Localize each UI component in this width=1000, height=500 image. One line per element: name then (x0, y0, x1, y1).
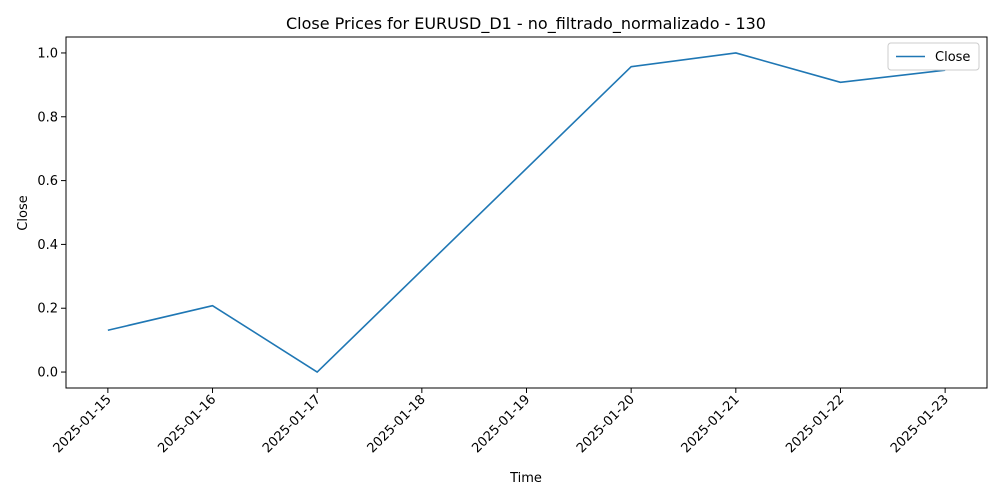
x-tick-label: 2025-01-16 (155, 392, 219, 456)
x-tick-label: 2025-01-18 (365, 392, 429, 456)
x-axis-label: Time (509, 471, 542, 486)
legend: Close (887, 42, 980, 71)
y-tick-label: 0.0 (37, 366, 58, 381)
plot-area (65, 36, 988, 389)
x-axis: 2025-01-15 2025-01-16 2025-01-17 2025-01-18… (51, 388, 952, 456)
x-tick-label: 2025-01-15 (51, 392, 115, 456)
y-tick-label: 0.6 (37, 174, 58, 189)
x-tick-label: 2025-01-21 (679, 392, 743, 456)
x-tick-label: 2025-01-19 (469, 392, 533, 456)
y-axis: 0.0 0.2 0.4 0.6 0.8 1.0 (37, 46, 66, 381)
x-tick-label: 2025-01-20 (574, 392, 638, 456)
y-tick-label: 0.2 (37, 302, 58, 317)
y-tick-label: 1.0 (37, 46, 58, 61)
x-tick-label: 2025-01-17 (260, 392, 324, 456)
legend-box (887, 42, 980, 71)
y-tick-label: 0.4 (37, 238, 58, 253)
x-tick-label: 2025-01-23 (888, 392, 952, 456)
series-line-close (107, 52, 946, 373)
y-axis-label: Close (16, 195, 31, 230)
x-tick-label: 2025-01-22 (783, 392, 847, 456)
y-tick-label: 0.8 (37, 110, 58, 125)
legend-label: Close (935, 50, 970, 65)
series-layer (107, 52, 946, 373)
chart-title: Close Prices for EURUSD_D1 - no_filtrado… (286, 14, 766, 34)
